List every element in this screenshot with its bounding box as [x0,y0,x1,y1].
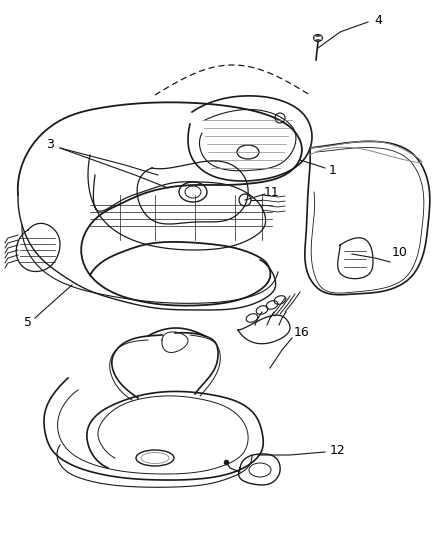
Text: 11: 11 [264,185,280,198]
Ellipse shape [314,35,322,42]
Text: 1: 1 [329,164,337,176]
Text: 10: 10 [392,246,408,259]
Text: 16: 16 [294,326,310,338]
Text: 3: 3 [46,139,54,151]
Text: 5: 5 [24,316,32,328]
Text: 12: 12 [330,443,346,456]
Text: 4: 4 [374,13,382,27]
